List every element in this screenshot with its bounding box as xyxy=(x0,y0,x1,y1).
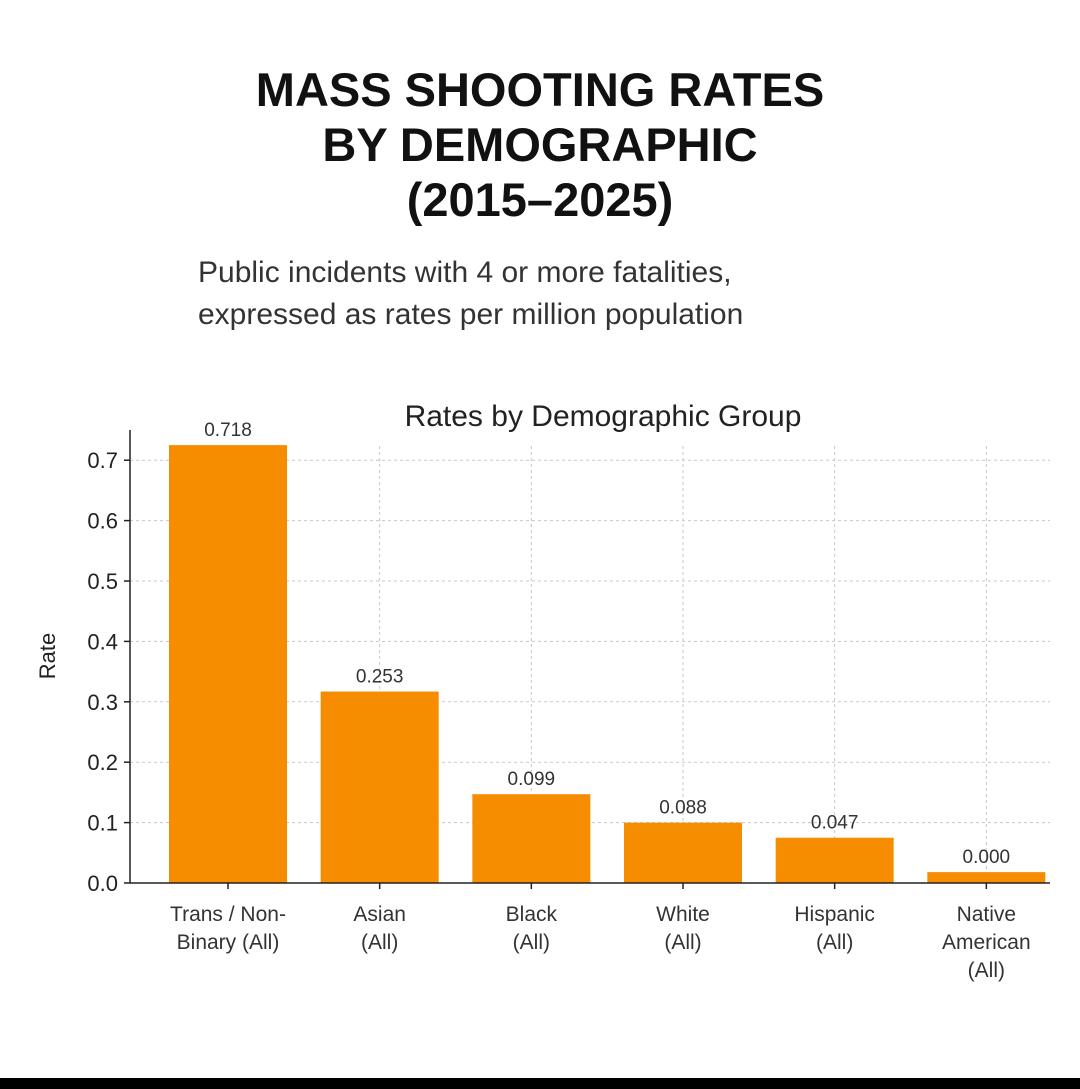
bar-value-label: 0.718 xyxy=(204,420,252,441)
page-subtitle: Public incidents with 4 or more fataliti… xyxy=(198,252,998,336)
bottom-bar xyxy=(0,1078,1080,1089)
x-tick-label-line: Trans / Non- xyxy=(170,903,286,926)
grid xyxy=(130,446,1050,883)
bar-value-label: 0.253 xyxy=(356,667,404,688)
x-tick-label: Hispanic (All) xyxy=(794,903,875,954)
y-tick-label: 0.4 xyxy=(87,629,118,654)
x-tick-label: Native American (All) xyxy=(942,903,1031,982)
x-tick-label: White (All) xyxy=(656,903,710,954)
x-tick-label-line: (All) xyxy=(361,931,398,954)
chart-title: Rates by Demographic Group xyxy=(405,400,802,433)
bar-value-label: 0.099 xyxy=(508,769,556,790)
subtitle-line: expressed as rates per million populatio… xyxy=(198,298,744,331)
x-tick-label-line: Hispanic xyxy=(794,903,875,926)
bars xyxy=(169,445,1046,883)
x-tick-label: Asian (All) xyxy=(353,903,406,954)
axes xyxy=(124,430,1050,889)
x-tick-label-line: White xyxy=(656,903,710,926)
bar xyxy=(624,822,742,883)
y-tick-label: 0.6 xyxy=(87,509,118,534)
bar xyxy=(775,837,894,883)
y-tick-label: 0.3 xyxy=(87,690,118,715)
x-tick-label-line: Native xyxy=(957,903,1017,926)
labels: 0.0 0.1 0.2 0.3 0.4 0.5 0.6 0.7 0.718 Trans / Non… xyxy=(87,420,1030,982)
x-tick-label: Black (All) xyxy=(506,903,558,954)
page-title: MASS SHOOTING RATES BY DEMOGRAPHIC (2015… xyxy=(0,62,1080,227)
bar-chart: Rates by Demographic Group Rate 0.00.10.… xyxy=(35,400,1050,982)
bar xyxy=(927,872,1046,883)
bar-value-label: 0.000 xyxy=(963,847,1011,868)
subtitle-line: Public incidents with 4 or more fataliti… xyxy=(198,256,732,289)
x-tick-label-line: (All) xyxy=(513,931,550,954)
y-tick-label: 0.5 xyxy=(87,569,118,594)
y-tick-label: 0.2 xyxy=(87,750,118,775)
y-tick-label: 0.1 xyxy=(87,811,118,836)
x-tick-label-line: Asian xyxy=(353,903,406,926)
bar xyxy=(320,691,439,883)
title-line: (2015–2025) xyxy=(406,173,674,226)
bar-value-label: 0.088 xyxy=(659,798,707,819)
x-tick-label-line: (All) xyxy=(816,931,853,954)
bar xyxy=(169,445,287,883)
bar-value-label: 0.047 xyxy=(811,813,859,834)
title-line: BY DEMOGRAPHIC xyxy=(322,118,758,171)
x-tick-label-line: Black xyxy=(506,903,558,926)
x-tick-label-line: American xyxy=(942,931,1031,954)
x-tick-label-line: (All) xyxy=(664,931,701,954)
y-tick-label: 0.0 xyxy=(87,871,118,896)
x-tick-label: Trans / Non- Binary (All) xyxy=(170,903,286,954)
y-tick-label: 0.7 xyxy=(87,448,118,473)
x-tick-label-line: Binary (All) xyxy=(177,931,280,954)
x-tick-label-line: (All) xyxy=(968,959,1005,982)
y-axis-label: Rate xyxy=(35,633,60,679)
bar xyxy=(472,794,591,883)
title-line: MASS SHOOTING RATES xyxy=(255,63,825,116)
